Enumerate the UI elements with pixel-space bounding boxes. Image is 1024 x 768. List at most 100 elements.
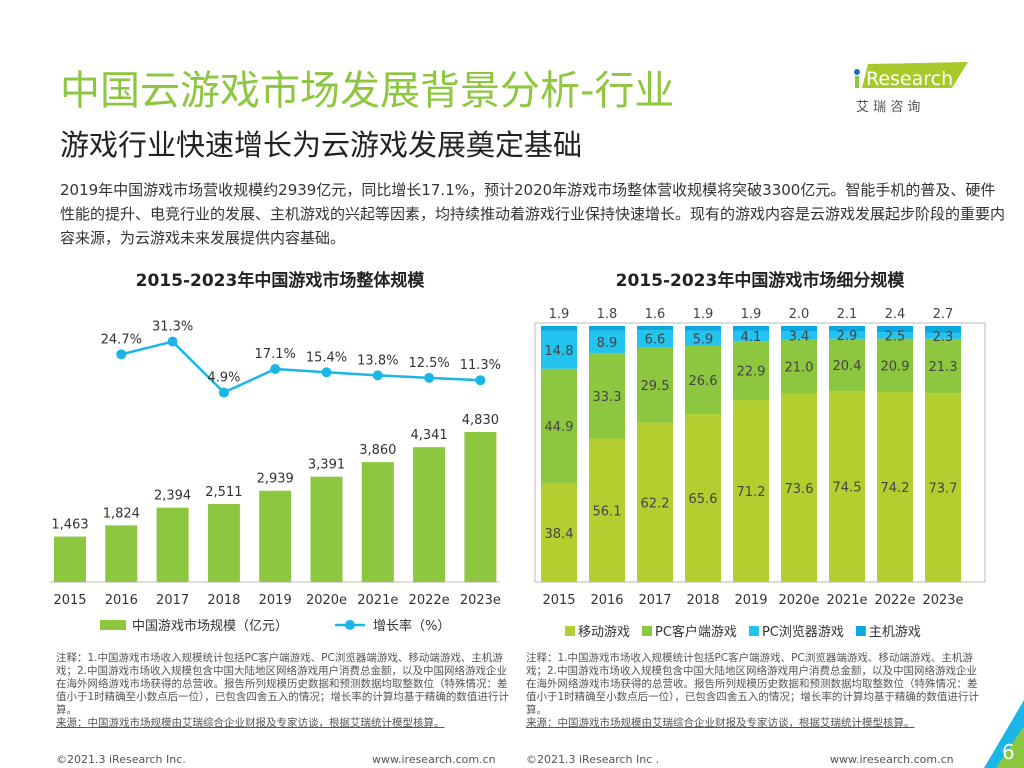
stacked-segment <box>637 347 673 423</box>
x-tick-label: 2023e <box>922 593 963 608</box>
bar <box>105 525 138 582</box>
growth-label: 12.5% <box>408 356 449 371</box>
stacked-segment <box>589 353 625 439</box>
page-title: 中国云游戏市场发展背景分析-行业 <box>60 68 675 114</box>
growth-label: 31.3% <box>152 320 193 335</box>
x-tick-label: 2019 <box>259 593 292 608</box>
stacked-segment <box>829 326 865 332</box>
segment-label: 38.4 <box>545 527 574 542</box>
growth-point <box>116 349 127 360</box>
stacked-segment <box>877 338 913 393</box>
legend-swatch <box>748 626 759 636</box>
page-number: 6 <box>1002 740 1015 764</box>
bar <box>310 476 343 582</box>
note-text: 注释：1.中国游戏市场收入规模统计包括PC客户端游戏、PC浏览器端游戏、移动端游… <box>526 652 979 716</box>
stacked-segment <box>541 330 577 369</box>
growth-point <box>218 387 229 398</box>
x-tick-label: 2017 <box>156 593 189 608</box>
chart-title-left: 2015-2023年中国游戏市场整体规模 <box>135 271 425 291</box>
stacked-segment <box>877 332 913 339</box>
growth-point <box>321 367 332 378</box>
growth-point <box>270 363 281 374</box>
stacked-segment <box>733 399 769 582</box>
segment-label: 4.1 <box>741 330 762 345</box>
x-tick-label: 2015 <box>542 593 575 608</box>
stacked-segment <box>685 345 721 415</box>
stacked-segment <box>829 391 865 582</box>
stacked-segment <box>541 326 577 331</box>
stacked-segment <box>589 438 625 582</box>
corner-decoration <box>984 700 1024 768</box>
stacked-segment <box>637 422 673 582</box>
copyright-left: ©2021.3 iResearch Inc. <box>56 753 186 766</box>
x-tick-label: 2022e <box>874 593 915 608</box>
segment-label: 2.4 <box>885 307 906 322</box>
legend-label: 中国游戏市场规模（亿元） <box>132 618 288 634</box>
chart-left: 1,463 2015 1,824 2016 2,394 2017 2,511 2018 2,93… <box>50 320 501 634</box>
stacked-segment <box>925 338 961 394</box>
segment-label: 62.2 <box>641 496 670 511</box>
stacked-segment <box>541 483 577 582</box>
bar <box>259 490 292 582</box>
legend-marker <box>345 620 355 630</box>
segment-label: 44.9 <box>545 420 574 435</box>
growth-point <box>424 372 435 383</box>
growth-label: 11.3% <box>460 358 501 373</box>
stacked-segment <box>733 326 769 331</box>
segment-label: 8.9 <box>597 336 618 351</box>
segment-label: 29.5 <box>641 379 670 394</box>
growth-point <box>475 375 486 386</box>
source-text: 来源：中国游戏市场规模由艾瑞综合企业财报及专家访谈，根据艾瑞统计模型核算。 <box>56 717 445 729</box>
segment-label: 65.6 <box>689 492 718 507</box>
segment-label: 21.3 <box>929 360 958 375</box>
stacked-segment <box>781 331 817 340</box>
bar-label: 3,860 <box>359 443 396 458</box>
segment-label: 74.2 <box>881 481 910 496</box>
stacked-segment <box>829 338 865 392</box>
stacked-segment <box>925 326 961 333</box>
segment-label: 26.6 <box>689 374 718 389</box>
growth-line <box>120 340 481 395</box>
segment-label: 1.6 <box>645 307 666 322</box>
x-tick-label: 2018 <box>207 593 240 608</box>
segment-label: 21.0 <box>785 361 814 376</box>
bar-label: 2,511 <box>205 485 242 500</box>
growth-label: 13.8% <box>357 353 398 368</box>
iresearch-logo: Research 艾 瑞 咨 询 <box>848 58 968 118</box>
stacked-segment <box>541 368 577 484</box>
segment-label: 1.9 <box>741 307 762 322</box>
chart-title-right: 2015-2023年中国游戏市场细分规模 <box>615 271 905 291</box>
stacked-segment <box>877 392 913 582</box>
x-tick-label: 2020e <box>778 593 819 608</box>
notes-right: 注释：1.中国游戏市场收入规模统计包括PC客户端游戏、PC浏览器端游戏、移动端游… <box>526 652 984 730</box>
segment-label: 6.6 <box>645 333 666 348</box>
growth-label: 24.7% <box>101 332 142 347</box>
segment-label: 33.3 <box>593 390 622 405</box>
x-tick-label: 2023e <box>460 593 501 608</box>
stacked-segment <box>781 326 817 332</box>
url-left: www.iresearch.com.cn <box>372 753 496 766</box>
growth-label: 17.1% <box>255 347 296 362</box>
stacked-segment <box>685 414 721 582</box>
bar-label: 4,830 <box>462 413 499 428</box>
stacked-segment <box>829 331 865 339</box>
growth-label: 4.9% <box>207 371 240 386</box>
bar <box>464 432 497 582</box>
stacked-segment <box>733 341 769 400</box>
stacked-segment <box>733 330 769 342</box>
segment-label: 14.8 <box>545 344 574 359</box>
stacked-segment <box>781 393 817 582</box>
segment-label: 1.9 <box>693 307 714 322</box>
bar <box>54 536 86 582</box>
svg-text:Research: Research <box>866 68 953 90</box>
chart-right: 38.4 44.9 14.8 1.9 2015 56.1 33.3 8.9 1.8 2016 62.… <box>534 307 986 640</box>
segment-label: 73.6 <box>785 482 814 497</box>
x-tick-label: 2018 <box>686 593 719 608</box>
bar <box>413 447 446 582</box>
segment-label: 5.9 <box>693 332 714 347</box>
legend-label: 主机游戏 <box>869 625 921 640</box>
legend-swatch <box>855 626 866 636</box>
growth-point <box>372 370 383 381</box>
page-subtitle: 游戏行业快速增长为云游戏发展奠定基础 <box>60 128 583 162</box>
segment-label: 2.9 <box>837 329 858 344</box>
